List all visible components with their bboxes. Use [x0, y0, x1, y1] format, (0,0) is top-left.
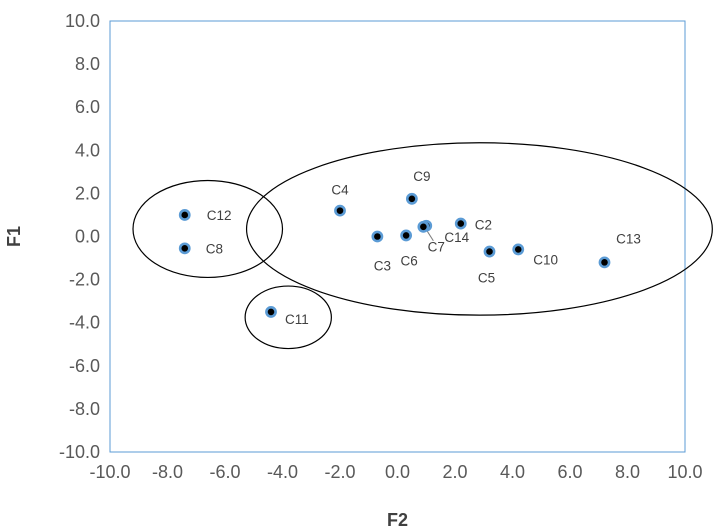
leader-lines — [425, 229, 434, 242]
point-label-c12: C12 — [207, 208, 232, 223]
x-tick-label: 0.0 — [385, 462, 410, 482]
x-axis-title: F2 — [387, 510, 408, 530]
x-tick-label: 6.0 — [557, 462, 582, 482]
cluster-ellipses — [132, 142, 713, 350]
point-label-c9: C9 — [413, 169, 430, 184]
y-axis-tick-labels: -10.0 -8.0 -6.0 -4.0 -2.0 0.0 2.0 4.0 6.0 8.0 10.0 — [59, 11, 100, 462]
y-axis-title: F1 — [4, 226, 24, 247]
point-label-c13: C13 — [616, 231, 641, 246]
point-label-c10: C10 — [533, 252, 558, 267]
y-tick-label: 10.0 — [65, 11, 100, 31]
data-point-c10 — [512, 243, 525, 256]
y-tick-label: -10.0 — [59, 442, 100, 462]
data-point-c6 — [400, 229, 413, 242]
data-point-c2 — [454, 217, 467, 230]
x-tick-label: -4.0 — [267, 462, 298, 482]
y-tick-label: 8.0 — [75, 54, 100, 74]
data-point-c3 — [371, 230, 384, 243]
x-tick-label: 2.0 — [442, 462, 467, 482]
point-label-c5: C5 — [478, 271, 495, 286]
data-point-c12 — [178, 209, 191, 221]
point-label-c3: C3 — [374, 259, 391, 274]
y-tick-label: 4.0 — [75, 140, 100, 160]
x-tick-label: -2.0 — [324, 462, 355, 482]
point-label-c8: C8 — [206, 241, 223, 256]
plot-area-border — [109, 20, 686, 453]
data-points — [178, 192, 611, 318]
data-point-c14 — [417, 220, 430, 233]
cluster-ellipse — [244, 285, 332, 350]
point-label-c2: C2 — [475, 218, 492, 233]
y-tick-label: -4.0 — [69, 313, 100, 333]
x-tick-label: 4.0 — [500, 462, 525, 482]
data-point-c8 — [178, 242, 191, 255]
point-label-c14: C14 — [444, 230, 469, 245]
point-label-c7: C7 — [428, 240, 445, 255]
data-point-c5 — [483, 245, 496, 258]
y-tick-label: -8.0 — [69, 399, 100, 419]
y-tick-label: -2.0 — [69, 270, 100, 290]
x-tick-label: -8.0 — [152, 462, 183, 482]
x-axis-tick-labels: -10.0 -8.0 -6.0 -4.0 -2.0 0.0 2.0 4.0 6.0 8.0 10.0 — [89, 462, 702, 482]
cluster-ellipse — [132, 179, 284, 279]
cluster-ellipse — [245, 142, 713, 316]
x-tick-label: 10.0 — [667, 462, 702, 482]
y-tick-label: 0.0 — [75, 227, 100, 247]
data-point-c11 — [265, 306, 277, 318]
c14-leader-line — [425, 229, 434, 242]
data-point-c13 — [598, 256, 611, 269]
data-point-c4 — [334, 204, 346, 217]
y-tick-label: 6.0 — [75, 97, 100, 117]
data-point-labels: C2 C3 C4 C5 C6 C7 C8 C9 C10 C11 C12 C13 C14 — [206, 169, 641, 327]
point-label-c4: C4 — [331, 183, 349, 198]
point-label-c6: C6 — [400, 253, 417, 268]
x-tick-label: -6.0 — [209, 462, 240, 482]
y-tick-label: 2.0 — [75, 183, 100, 203]
point-label-c11: C11 — [285, 312, 309, 327]
data-point-c9 — [405, 192, 418, 205]
x-tick-label: -10.0 — [89, 462, 130, 482]
x-tick-label: 8.0 — [615, 462, 640, 482]
y-tick-label: -6.0 — [69, 356, 100, 376]
